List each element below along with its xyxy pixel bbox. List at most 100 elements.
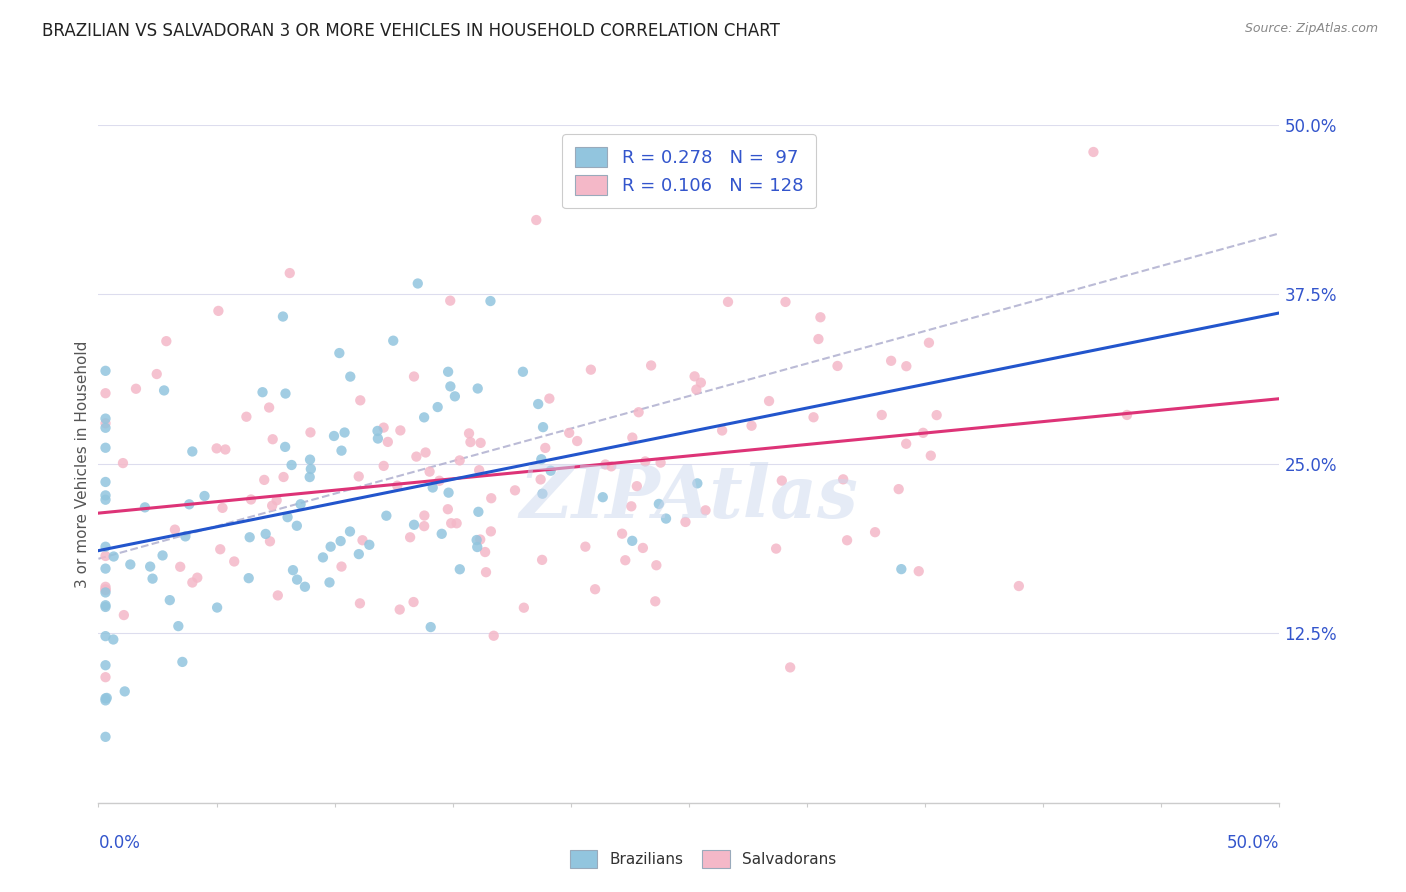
Point: [512, 365, 534, 379]
Legend: R = 0.278   N =  97, R = 0.106   N = 128: R = 0.278 N = 97, R = 0.106 N = 128: [562, 134, 815, 208]
Point: [402, 517, 425, 532]
Point: [479, 524, 502, 539]
Point: [281, 563, 304, 577]
Point: [449, 453, 471, 467]
Point: [205, 442, 228, 456]
Point: [689, 376, 711, 390]
Point: [359, 538, 381, 552]
Point: [94, 582, 117, 597]
Point: [621, 533, 644, 548]
Point: [94, 411, 117, 425]
Point: [103, 549, 125, 564]
Point: [465, 540, 488, 554]
Point: [235, 409, 257, 424]
Point: [94, 488, 117, 502]
Point: [252, 385, 274, 400]
Text: ZIPAtlas: ZIPAtlas: [520, 462, 858, 533]
Point: [114, 684, 136, 698]
Point: [266, 493, 288, 508]
Point: [367, 432, 389, 446]
Point: [531, 420, 554, 434]
Text: BRAZILIAN VS SALVADORAN 3 OR MORE VEHICLES IN HOUSEHOLD CORRELATION CHART: BRAZILIAN VS SALVADORAN 3 OR MORE VEHICL…: [42, 22, 780, 40]
Point: [880, 354, 903, 368]
Point: [299, 462, 322, 476]
Point: [907, 564, 929, 578]
Point: [377, 434, 399, 449]
Point: [1008, 579, 1031, 593]
Point: [419, 465, 441, 479]
Point: [530, 452, 553, 467]
Point: [167, 619, 190, 633]
Point: [224, 554, 246, 568]
Point: [614, 553, 637, 567]
Point: [896, 359, 918, 374]
Point: [94, 599, 117, 614]
Point: [827, 359, 849, 373]
Point: [426, 400, 449, 414]
Point: [375, 508, 398, 523]
Point: [373, 458, 395, 473]
Point: [387, 479, 409, 493]
Point: [280, 458, 302, 472]
Point: [479, 491, 502, 506]
Point: [347, 469, 370, 483]
Point: [111, 456, 134, 470]
Point: [765, 541, 787, 556]
Point: [422, 481, 444, 495]
Point: [427, 474, 450, 488]
Point: [333, 425, 356, 440]
Point: [145, 367, 167, 381]
Point: [627, 405, 650, 419]
Point: [437, 485, 460, 500]
Point: [181, 575, 204, 590]
Point: [94, 670, 117, 684]
Point: [399, 530, 422, 544]
Point: [152, 549, 174, 563]
Point: [329, 534, 352, 549]
Point: [209, 542, 232, 557]
Point: [181, 444, 204, 458]
Point: [94, 730, 117, 744]
Point: [259, 534, 281, 549]
Point: [155, 334, 177, 348]
Point: [415, 445, 437, 459]
Point: [330, 559, 353, 574]
Point: [94, 693, 117, 707]
Text: Source: ZipAtlas.com: Source: ZipAtlas.com: [1244, 22, 1378, 36]
Point: [626, 479, 648, 493]
Point: [193, 489, 215, 503]
Point: [94, 691, 117, 706]
Point: [567, 434, 589, 448]
Point: [141, 572, 163, 586]
Point: [239, 530, 262, 544]
Point: [349, 596, 371, 610]
Point: [458, 426, 481, 441]
Point: [863, 525, 886, 540]
Point: [274, 386, 297, 401]
Point: [312, 550, 335, 565]
Point: [1083, 145, 1105, 159]
Point: [807, 332, 830, 346]
Point: [470, 533, 492, 547]
Point: [169, 559, 191, 574]
Point: [803, 410, 825, 425]
Point: [112, 608, 135, 623]
Point: [254, 527, 277, 541]
Point: [153, 384, 176, 398]
Point: [503, 483, 526, 498]
Point: [538, 392, 561, 406]
Point: [534, 441, 557, 455]
Point: [896, 436, 918, 450]
Point: [349, 393, 371, 408]
Point: [94, 580, 117, 594]
Point: [610, 526, 633, 541]
Point: [134, 500, 156, 515]
Point: [918, 335, 941, 350]
Point: [620, 500, 643, 514]
Point: [474, 545, 496, 559]
Point: [600, 459, 623, 474]
Point: [186, 571, 208, 585]
Point: [832, 472, 855, 486]
Point: [631, 541, 654, 555]
Point: [810, 310, 832, 325]
